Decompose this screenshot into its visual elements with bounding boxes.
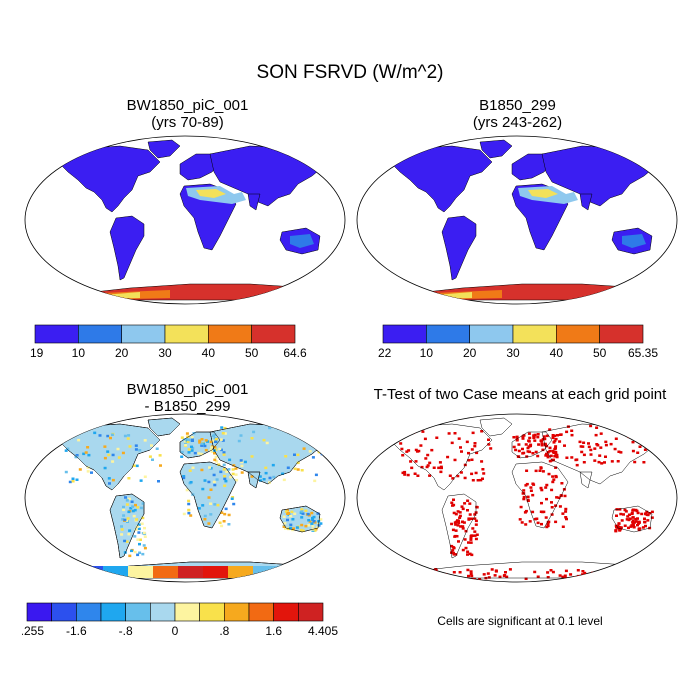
colorbar-swatch: [150, 602, 176, 622]
panel-title-case1-line1: BW1850_piC_001: [126, 97, 249, 114]
colorbar-swatch: [76, 602, 102, 622]
figure-title: SON FSRVD (W/m^2): [256, 62, 444, 83]
panel-title-ttest-line1: T-Test of two Case means at each grid po…: [373, 386, 667, 403]
colorbar-label: .19: [30, 346, 44, 359]
land-india: [579, 193, 593, 211]
land-south-america: [109, 215, 145, 281]
colorbar-swatch: [556, 324, 600, 344]
colorbar-case1: .19 10 20 30 40 50 64.6: [30, 324, 307, 359]
land-greenland: [479, 139, 513, 159]
panel-title-case2-line2: (yrs 243-262): [472, 114, 563, 131]
land-europe: [511, 153, 553, 181]
colorbar-case2: .22 10 20 30 40 50 65.35: [378, 324, 658, 359]
panel-title-case1: BW1850_piC_001 (yrs 70-89): [25, 97, 350, 131]
colorbar-swatch: [174, 602, 200, 622]
land-europe: [179, 153, 221, 181]
land-india: [247, 193, 261, 211]
map-case2: [356, 135, 678, 305]
colorbar-swatch: [125, 602, 151, 622]
colorbar-label: 40: [202, 346, 216, 359]
region-australia-interior: [290, 234, 314, 248]
coast-africa: [511, 461, 569, 529]
colorbar-label: 1.6: [265, 624, 282, 637]
colorbar-label: 65.35: [628, 346, 658, 359]
colorbar-swatch: [224, 602, 250, 622]
coast-north-america: [391, 423, 493, 491]
colorbar-swatch: [208, 324, 252, 344]
region-sahara-core: [196, 189, 226, 198]
colorbar-label: 4.405: [308, 624, 338, 637]
panel-title-case1-line2: (yrs 70-89): [151, 114, 224, 131]
colorbar-label: 50: [245, 346, 259, 359]
panel-title-diff-line2: - B1850_299: [144, 398, 231, 415]
colorbar-swatch: [34, 324, 79, 344]
land-north-america: [59, 145, 161, 213]
colorbar-label: .8: [219, 624, 229, 637]
colorbar-swatch: [164, 324, 209, 344]
colorbar-swatch: [78, 324, 122, 344]
colorbar-swatch: [382, 324, 427, 344]
colorbar-diff: -7.255 -1.6 -.8 0 .8 1.6 4.405: [22, 602, 338, 637]
anomaly-antarctica: [78, 566, 329, 578]
colorbar-swatch: [26, 602, 52, 622]
colorbar-label: 40: [550, 346, 564, 359]
significance-note: Cells are significant at 0.1 level: [437, 614, 603, 628]
colorbar-swatch: [248, 602, 274, 622]
colorbar-swatch: [51, 602, 77, 622]
panel-title-case2-line1: B1850_299: [479, 97, 556, 114]
colorbar-label: 10: [72, 346, 86, 359]
coast-south-america: [441, 493, 477, 559]
colorbar-swatch: [599, 324, 644, 344]
panel-title-diff-line1: BW1850_piC_001: [126, 381, 249, 398]
panel-title-diff: BW1850_piC_001 - B1850_299: [25, 381, 350, 415]
colorbar-label: -1.6: [66, 624, 87, 637]
colorbar-swatch: [469, 324, 514, 344]
map-case1: [24, 135, 346, 305]
colorbar-swatch: [512, 324, 557, 344]
panel-title-ttest: T-Test of two Case means at each grid po…: [350, 386, 690, 403]
colorbar-label: 20: [463, 346, 477, 359]
map-diff: [24, 413, 346, 583]
colorbar-swatch: [298, 602, 324, 622]
land-south-america: [441, 215, 477, 281]
coast-australia: [611, 505, 653, 533]
coast-greenland: [479, 417, 513, 437]
colorbar-swatch: [251, 324, 296, 344]
colorbar-label: 20: [115, 346, 129, 359]
colorbar-label: 10: [420, 346, 434, 359]
colorbar-swatch: [121, 324, 166, 344]
colorbar-swatch: [100, 602, 126, 622]
colorbar-swatch: [199, 602, 225, 622]
colorbar-label: 30: [158, 346, 172, 359]
colorbar-label: -7.255: [22, 624, 44, 637]
region-sahara-core: [528, 189, 558, 198]
colorbar-label: 50: [593, 346, 607, 359]
panel-title-case2: B1850_299 (yrs 243-262): [355, 97, 680, 131]
colorbar-label: 30: [506, 346, 520, 359]
coast-europe: [511, 431, 553, 459]
region-australia-interior: [622, 234, 646, 248]
coast-india: [579, 471, 593, 489]
land-north-america: [391, 145, 493, 213]
colorbar-swatch: [273, 602, 299, 622]
colorbar-swatch: [426, 324, 470, 344]
land-greenland: [147, 139, 181, 159]
colorbar-label: 0: [172, 624, 179, 637]
colorbar-label: -.8: [119, 624, 133, 637]
colorbar-label: .22: [378, 346, 392, 359]
map-ttest: [356, 413, 678, 583]
colorbar-label: 64.6: [283, 346, 307, 359]
